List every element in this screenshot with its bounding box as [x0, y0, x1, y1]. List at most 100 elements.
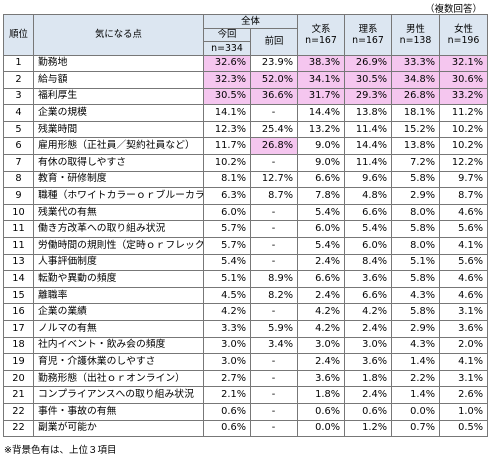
item-cell: 給与額 [33, 71, 204, 89]
bunkei-value: 13.2% [297, 120, 346, 139]
item-cell: 職種（ホワイトカラーｏｒブルーカラー） [33, 187, 204, 205]
male-value: 0.0% [391, 402, 441, 421]
previous-value: 23.9% [249, 54, 299, 73]
rank-cell: 6 [3, 137, 34, 156]
female-value: 33.2% [439, 87, 489, 106]
table-row: 18 社内イベント・飲み会の頻度 3.0% 3.4% 3.0% 3.0% 4.3% 2.0% [3, 336, 489, 355]
male-value: 2.9% [391, 187, 441, 205]
previous-value: 3.4% [249, 336, 299, 355]
header-previous: 前回 [249, 27, 299, 56]
rank-cell: 5 [3, 120, 34, 139]
bunkei-value: 34.1% [297, 71, 346, 89]
male-value: 1.4% [391, 386, 441, 404]
rank-cell: 22 [3, 419, 34, 438]
previous-value: 5.9% [249, 320, 299, 338]
female-value: 1.0% [439, 402, 489, 421]
male-value: 1.4% [391, 353, 441, 371]
bunkei-value: 7.8% [297, 187, 346, 205]
rikei-value: 6.6% [344, 203, 393, 222]
previous-value: - [249, 386, 299, 404]
male-value: 5.8% [391, 303, 441, 321]
rikei-value: 5.4% [344, 220, 393, 239]
bunkei-value: 3.6% [297, 369, 346, 388]
male-value: 2.2% [391, 369, 441, 388]
rikei-value: 2.4% [344, 320, 393, 338]
male-value: 4.3% [391, 336, 441, 355]
bunkei-value: 2.4% [297, 253, 346, 272]
female-value: 0.5% [439, 419, 489, 438]
bunkei-value: 5.4% [297, 203, 346, 222]
current-value: 30.5% [203, 87, 251, 106]
item-cell: 転勤や異動の頻度 [33, 270, 204, 288]
rikei-value: 26.9% [344, 54, 393, 73]
female-value: 11.2% [439, 104, 489, 122]
rank-cell: 18 [3, 336, 34, 355]
current-value: 14.1% [203, 104, 251, 122]
item-cell: 社内イベント・飲み会の頻度 [33, 336, 204, 355]
female-value: 4.1% [439, 353, 489, 371]
table-row: 5 残業時間 12.3% 25.4% 13.2% 11.4% 15.2% 10.2% [3, 120, 489, 139]
table-row: 22 事件・事故の有無 0.6% -0.6% 0.6% 0.0% 1.0% [3, 402, 489, 421]
female-value: 5.6% [439, 220, 489, 239]
item-cell: コンプライアンスへの取り組み状況 [33, 386, 204, 404]
previous-value: 8.7% [249, 187, 299, 205]
table-row: 20 勤務形態（出社ｏｒオンライン） 2.7% -3.6% 1.8% 2.2% 3.1% [3, 369, 489, 388]
header-current-n: n=334 [203, 41, 251, 56]
current-value: 0.6% [203, 402, 251, 421]
male-value: 5.8% [391, 170, 441, 189]
bunkei-value: 4.2% [297, 320, 346, 338]
previous-value: 8.9% [249, 270, 299, 288]
header-bunkei: 文系 n=167 [297, 14, 346, 56]
table-row: 11 働き方改革への取り組み状況 5.7% -6.0% 5.4% 5.8% 5.6% [3, 220, 489, 239]
rank-cell: 13 [3, 253, 34, 272]
header-current: 今回 [203, 27, 251, 42]
previous-value: 25.4% [249, 120, 299, 139]
item-cell: 雇用形態（正社員／契約社員など） [33, 137, 204, 156]
rikei-value: 1.8% [344, 369, 393, 388]
table-row: 22 副業が可能か 0.6% -0.0% 1.2% 0.7% 0.5% [3, 419, 489, 438]
header-male: 男性 n=138 [391, 14, 441, 56]
female-value: 4.1% [439, 237, 489, 255]
rank-cell: 14 [3, 270, 34, 288]
rikei-value: 8.4% [344, 253, 393, 272]
current-value: 5.1% [203, 270, 251, 288]
previous-value: - [249, 220, 299, 239]
bunkei-value: 1.8% [297, 386, 346, 404]
male-value: 8.0% [391, 237, 441, 255]
table-row: 19 育児・介護休業のしやすさ 3.0% -2.4% 3.6% 1.4% 4.1% [3, 353, 489, 371]
male-value: 2.9% [391, 320, 441, 338]
rikei-value: 6.0% [344, 237, 393, 255]
previous-value: 12.7% [249, 170, 299, 189]
male-value: 15.2% [391, 120, 441, 139]
rank-cell: 22 [3, 402, 34, 421]
female-value: 4.6% [439, 203, 489, 222]
rikei-value: 11.4% [344, 154, 393, 172]
multiple-answer-note: （複数回答） [424, 4, 482, 15]
item-cell: 事件・事故の有無 [33, 402, 204, 421]
table-header: 順位 気になる点 全体 文系 n=167 理系 n=167 男性 n=138 女性 n=… [3, 14, 489, 56]
bunkei-value: 9.0% [297, 137, 346, 156]
current-value: 5.4% [203, 253, 251, 272]
female-value: 3.1% [439, 303, 489, 321]
header-rikei: 理系 n=167 [344, 14, 393, 56]
bunkei-value: 0.0% [297, 419, 346, 438]
previous-value: - [249, 419, 299, 438]
female-value: 8.7% [439, 187, 489, 205]
rikei-value: 3.6% [344, 270, 393, 288]
female-value: 4.6% [439, 286, 489, 305]
item-cell: 教育・研修制度 [33, 170, 204, 189]
rank-cell: 7 [3, 154, 34, 172]
table-row: 16 企業の業績 4.2% -4.2% 4.2% 5.8% 3.1% [3, 303, 489, 321]
rank-cell: 9 [3, 187, 34, 205]
rikei-value: 1.2% [344, 419, 393, 438]
item-cell: 副業が可能か [33, 419, 204, 438]
item-cell: 残業代の有無 [33, 203, 204, 222]
rank-cell: 20 [3, 369, 34, 388]
item-cell: 企業の規模 [33, 104, 204, 122]
bunkei-value: 4.2% [297, 303, 346, 321]
previous-value: 8.2% [249, 286, 299, 305]
table-row: 1 勤務地 32.6% 23.9% 38.3% 26.9% 33.3% 32.1% [3, 54, 489, 73]
female-value: 5.6% [439, 253, 489, 272]
rank-cell: 11 [3, 237, 34, 255]
rank-cell: 11 [3, 220, 34, 239]
